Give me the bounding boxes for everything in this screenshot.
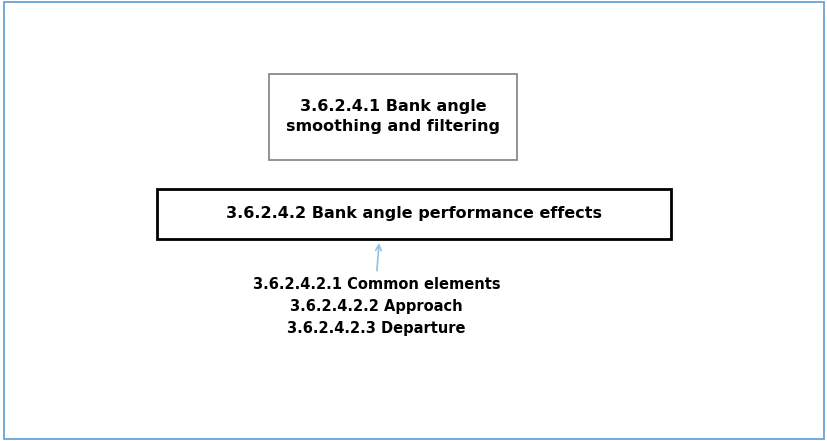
Text: 3.6.2.4.2 Bank angle performance effects: 3.6.2.4.2 Bank angle performance effects: [226, 206, 601, 221]
Text: 3.6.2.4.2.1 Common elements: 3.6.2.4.2.1 Common elements: [252, 277, 500, 292]
Text: 3.6.2.4.2.3 Departure: 3.6.2.4.2.3 Departure: [287, 321, 466, 336]
Text: 3.6.2.4.2.2 Approach: 3.6.2.4.2.2 Approach: [290, 299, 462, 314]
Text: 3.6.2.4.1 Bank angle
smoothing and filtering: 3.6.2.4.1 Bank angle smoothing and filte…: [286, 100, 500, 134]
FancyBboxPatch shape: [269, 74, 517, 160]
FancyBboxPatch shape: [157, 189, 670, 239]
